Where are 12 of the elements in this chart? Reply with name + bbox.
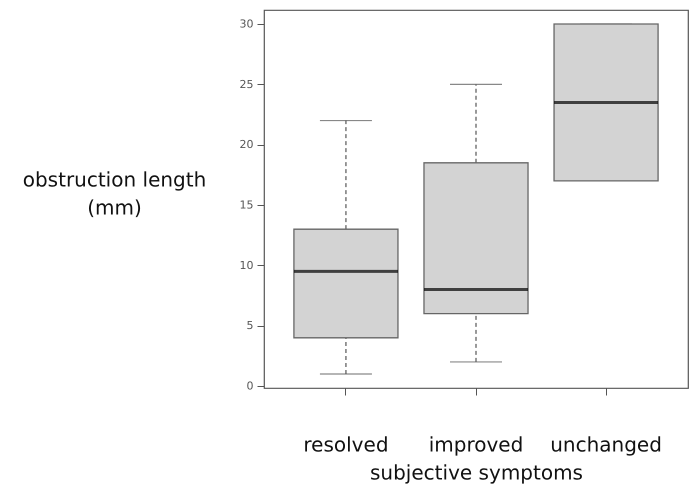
y-axis-title: obstruction length (mm) <box>22 168 206 220</box>
y-tick-label: 25 <box>240 78 254 91</box>
y-tick-label: 0 <box>246 380 254 393</box>
y-tick-label: 20 <box>240 138 254 152</box>
y-tick-label: 10 <box>240 258 254 272</box>
y-tick-label: 5 <box>246 319 254 332</box>
y-tick-label: 30 <box>240 18 254 30</box>
x-axis-title: subjective symptoms <box>370 460 583 484</box>
y-tick-label: 15 <box>240 198 254 212</box>
x-tick-label: unchanged <box>550 432 662 456</box>
x-tick-label: improved <box>428 432 524 456</box>
x-tick-label: resolved <box>303 432 389 456</box>
